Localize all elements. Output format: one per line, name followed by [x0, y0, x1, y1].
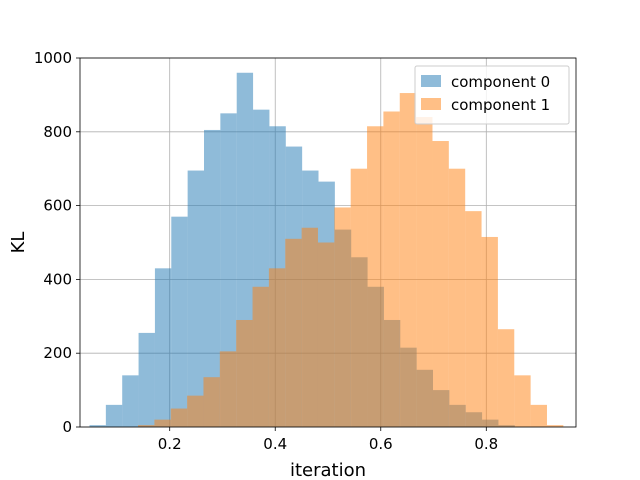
y-tick-label: 600 [43, 197, 72, 215]
bar [138, 425, 155, 427]
bar [383, 111, 400, 427]
x-tick-label: 0.6 [369, 435, 393, 453]
bar [187, 395, 204, 427]
legend-swatch [421, 75, 441, 87]
bar [465, 211, 482, 427]
bar [350, 168, 368, 427]
bar [187, 170, 204, 428]
y-tick-label: 0 [62, 418, 72, 436]
bar [481, 236, 498, 427]
bar [203, 377, 220, 427]
bar [171, 216, 188, 427]
bar [219, 351, 237, 427]
y-axis: 0 200 400 600 800 1000 [34, 49, 80, 436]
x-tick-label: 0.4 [263, 435, 287, 453]
bar [317, 242, 335, 427]
legend-label: component 0 [451, 73, 550, 91]
bar [170, 408, 188, 427]
bar [268, 268, 286, 427]
bar [154, 268, 172, 427]
bar [530, 404, 547, 427]
y-tick-label: 1000 [34, 49, 72, 67]
legend-swatch [421, 98, 441, 110]
bar [432, 141, 449, 427]
legend: component 0 component 1 [414, 65, 570, 125]
bar [546, 425, 564, 427]
legend-label: component 1 [451, 96, 550, 114]
bar [416, 117, 433, 427]
bar [220, 113, 237, 427]
plot-frame [79, 57, 577, 428]
bar [204, 129, 221, 427]
bar [236, 319, 253, 427]
bar [514, 375, 531, 427]
x-axis-label: iteration [290, 460, 366, 480]
bar [301, 227, 318, 427]
bar [122, 375, 139, 427]
bar [497, 329, 515, 427]
bar [399, 93, 417, 428]
bar [367, 126, 384, 427]
x-axis: 0.2 0.4 0.6 0.8 [158, 427, 498, 453]
x-tick-label: 0.8 [474, 435, 498, 453]
bar [285, 238, 302, 427]
legend-box [414, 65, 570, 125]
bar [138, 332, 155, 427]
bar [448, 168, 466, 427]
bar [89, 425, 106, 427]
bar [334, 207, 351, 427]
y-tick-label: 800 [43, 123, 72, 141]
series-1 [138, 93, 564, 428]
y-axis-label: KL [8, 232, 29, 254]
bar [105, 404, 123, 427]
bars [89, 72, 564, 428]
bar [252, 286, 269, 427]
x-tick-label: 0.2 [158, 435, 182, 453]
y-tick-label: 400 [43, 270, 72, 288]
y-tick-label: 200 [43, 344, 72, 362]
bar [154, 419, 171, 427]
